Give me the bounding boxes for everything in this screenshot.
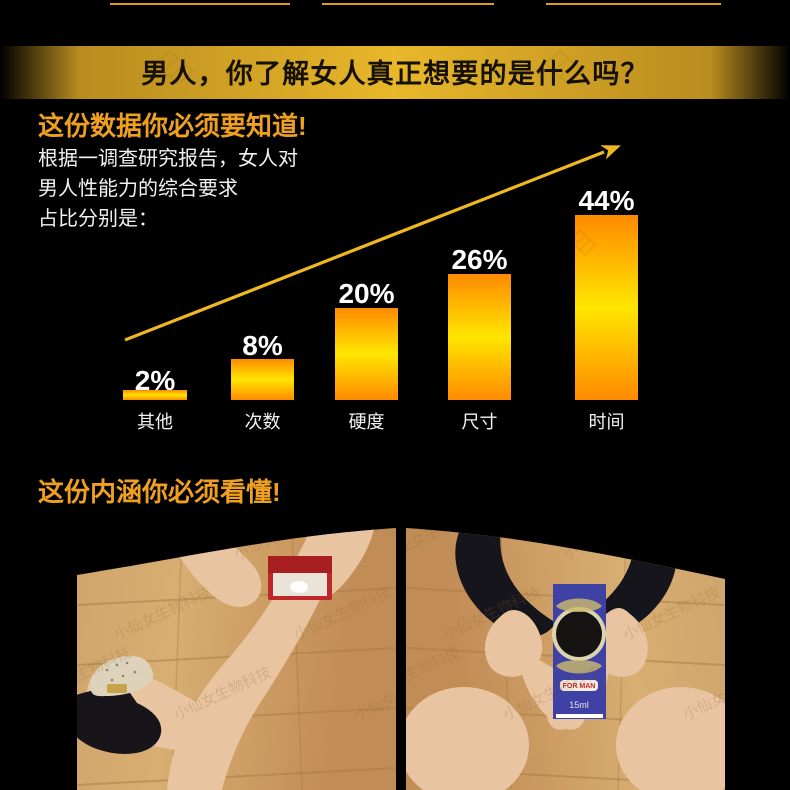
svg-text:15ml: 15ml — [569, 700, 589, 710]
